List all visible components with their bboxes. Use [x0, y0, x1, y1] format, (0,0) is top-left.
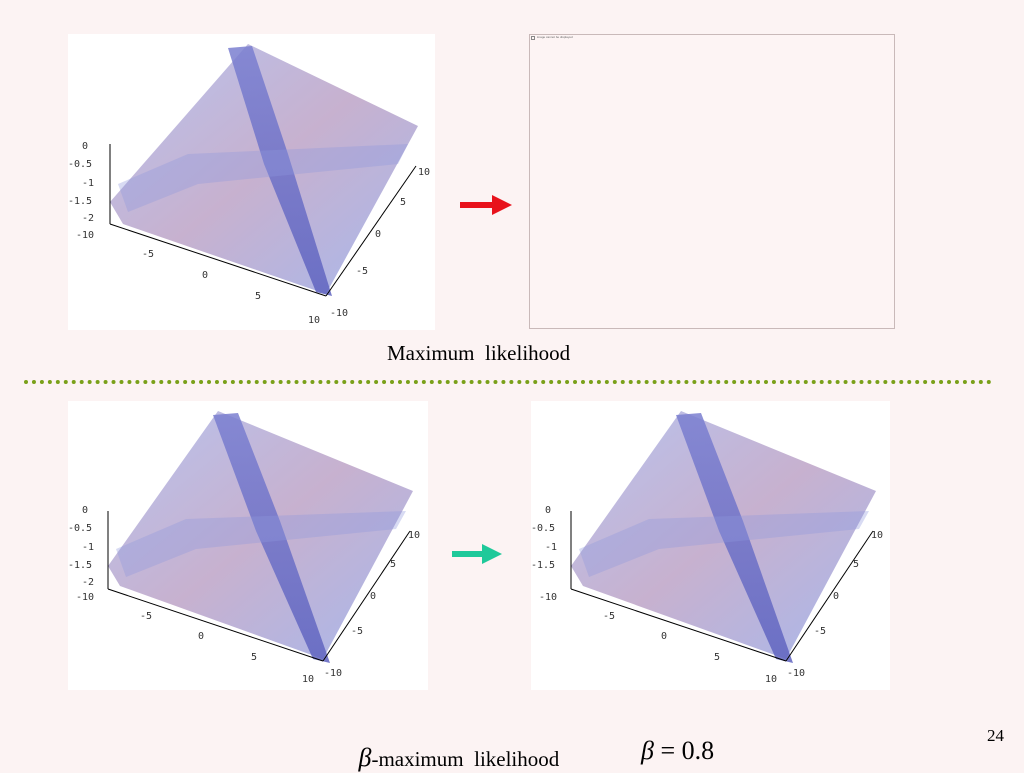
- z-tick: 0: [82, 505, 88, 516]
- x-tick: -5: [140, 611, 152, 622]
- y-tick: 0: [370, 591, 376, 602]
- z-tick: -1.5: [68, 196, 92, 207]
- z-tick: -2: [82, 577, 94, 588]
- z-tick: -1.5: [531, 560, 555, 571]
- y-tick: 10: [408, 530, 420, 541]
- x-tick: 0: [198, 631, 204, 642]
- x-tick: 10: [308, 315, 320, 326]
- y-tick: -5: [351, 626, 363, 637]
- y-tick: 0: [375, 229, 381, 240]
- y-tick: 5: [853, 559, 859, 570]
- x-tick: 5: [255, 291, 261, 302]
- surface-plot-top-left: 0 -0.5 -1 -1.5 -2 -10 -5 0 5 10 10 5 0 -…: [68, 34, 435, 330]
- right-arrow-icon: [452, 544, 502, 564]
- y-tick: -10: [787, 668, 805, 679]
- z-tick: -0.5: [68, 159, 92, 170]
- y-tick: -5: [814, 626, 826, 637]
- x-tick: 5: [251, 652, 257, 663]
- z-tick: -10: [76, 592, 94, 603]
- x-tick: 0: [661, 631, 667, 642]
- surface-plot-bottom-left: 0 -0.5 -1 -1.5 -2 -10 -5 0 5 10 10 5 0 -…: [68, 401, 428, 690]
- y-tick: 10: [418, 167, 430, 178]
- z-tick: 0: [82, 141, 88, 152]
- z-tick: -1.5: [68, 560, 92, 571]
- x-tick: -5: [142, 249, 154, 260]
- placeholder-text: image cannot be displayed: [537, 35, 573, 39]
- beta-symbol: β: [358, 743, 372, 772]
- equation-rest: = 0.8: [653, 736, 715, 765]
- y-tick: -5: [356, 266, 368, 277]
- caption-beta-max-likelihood: β-maximum likelihood: [348, 718, 560, 773]
- z-tick: -1: [82, 542, 94, 553]
- caption-text: -maximum likelihood: [371, 747, 560, 771]
- caption-max-likelihood: Maximum likelihood: [387, 341, 571, 365]
- right-arrow-icon: [460, 195, 512, 215]
- z-tick: -1: [545, 542, 557, 553]
- x-tick: 0: [202, 270, 208, 281]
- z-tick: 0: [545, 505, 551, 516]
- y-tick: -10: [324, 668, 342, 679]
- y-tick: 0: [833, 591, 839, 602]
- page-number: 24: [987, 726, 1004, 745]
- z-tick: -1: [82, 178, 94, 189]
- x-tick: 5: [714, 652, 720, 663]
- z-tick: -10: [539, 592, 557, 603]
- y-tick: 5: [390, 559, 396, 570]
- y-tick: -10: [330, 308, 348, 319]
- equation-var: β: [641, 736, 654, 765]
- y-tick: 10: [871, 530, 883, 541]
- surface-band: [118, 144, 408, 212]
- z-tick: -10: [76, 230, 94, 241]
- image-placeholder: image cannot be displayed: [529, 34, 895, 329]
- surface-main: [110, 44, 418, 294]
- z-tick: -2: [82, 213, 94, 224]
- surface-plot-bottom-right: 0 -0.5 -1 -1.5 -10 -5 0 5 10 10 5 0 -5 -…: [531, 401, 890, 690]
- surface-plot-svg: 0 -0.5 -1 -1.5 -10 -5 0 5 10 10 5 0 -5 -…: [531, 411, 883, 685]
- beta-equation: β = 0.8: [628, 706, 714, 766]
- broken-image-icon: [531, 36, 535, 40]
- z-tick: -0.5: [68, 523, 92, 534]
- x-tick: -5: [603, 611, 615, 622]
- z-tick: -0.5: [531, 523, 555, 534]
- surface-plot-svg: 0 -0.5 -1 -1.5 -2 -10 -5 0 5 10 10 5 0 -…: [68, 44, 430, 326]
- surface-plot-svg: 0 -0.5 -1 -1.5 -2 -10 -5 0 5 10 10 5 0 -…: [68, 411, 420, 685]
- y-tick: 5: [400, 197, 406, 208]
- surface-ridge: [228, 46, 332, 296]
- x-tick: 10: [302, 674, 314, 685]
- x-tick: 10: [765, 674, 777, 685]
- dotted-divider: [24, 380, 992, 384]
